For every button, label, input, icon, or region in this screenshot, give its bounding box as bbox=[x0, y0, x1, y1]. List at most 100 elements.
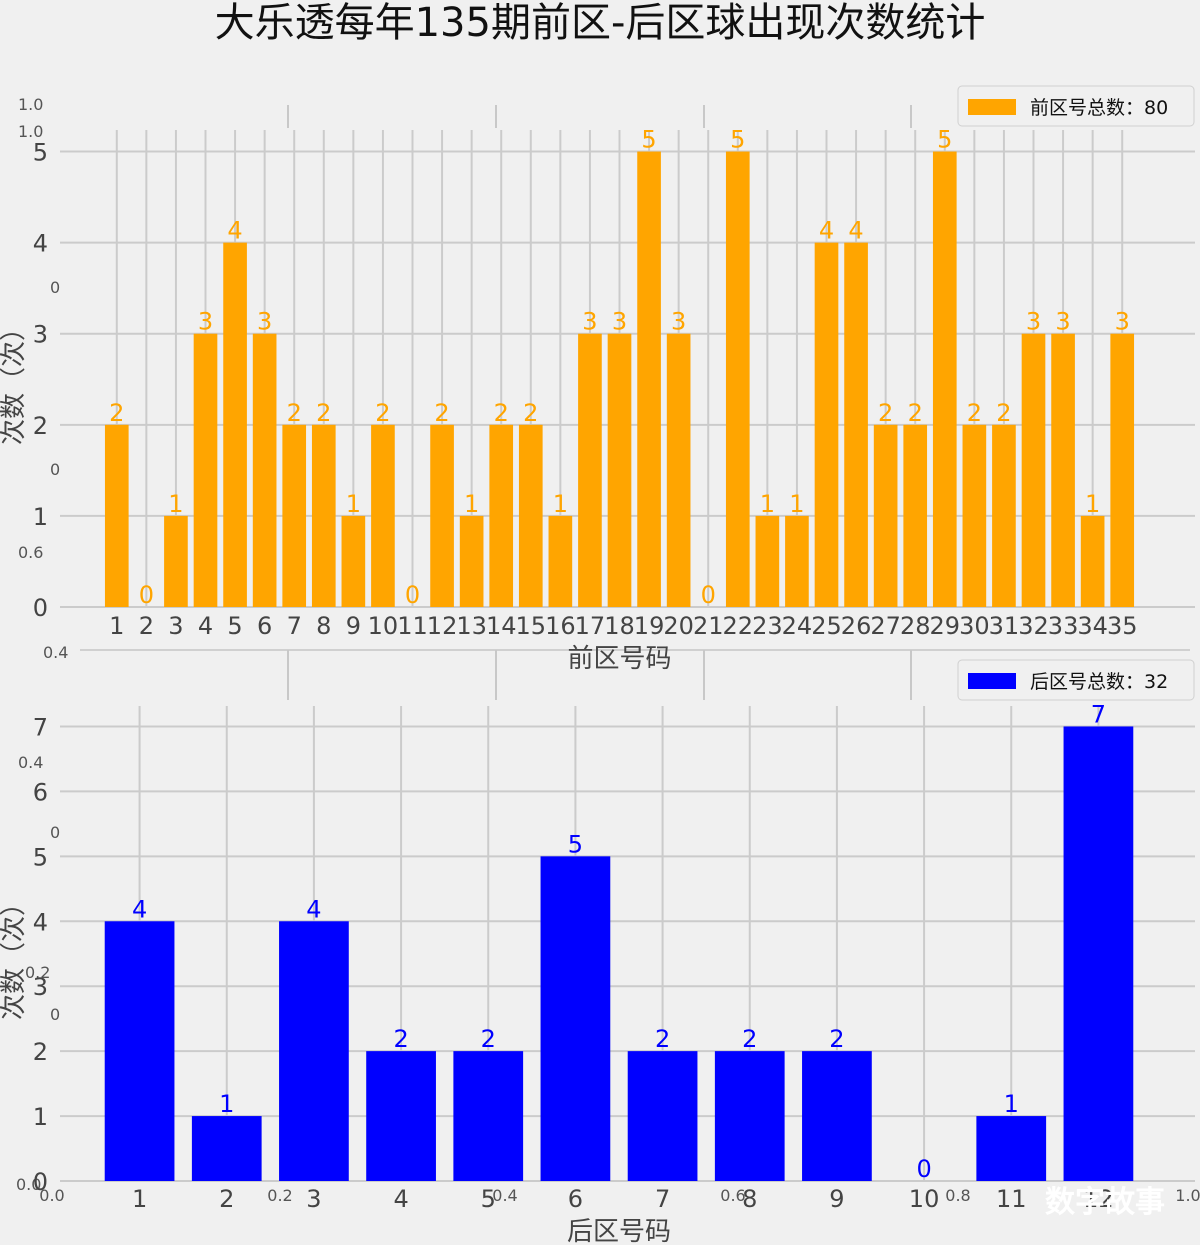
bar-value-label: 2 bbox=[393, 1025, 408, 1053]
bar-value-label: 2 bbox=[316, 399, 331, 427]
bar-1 bbox=[104, 921, 175, 1181]
bg-y-tick-label: 0.4 bbox=[43, 643, 68, 662]
back-zone-chart: 01234567411243242556272829010111712后区号码次… bbox=[0, 659, 1195, 1245]
bar-25 bbox=[814, 242, 839, 608]
legend-label: 后区号总数：32 bbox=[1030, 671, 1168, 693]
bar-value-label: 2 bbox=[375, 399, 390, 427]
bg-x-tick-label: 1.0 bbox=[1175, 1186, 1200, 1205]
bar-value-label: 1 bbox=[168, 490, 183, 518]
bar-30 bbox=[962, 424, 987, 607]
bg-y-tick-label: 0 bbox=[50, 1005, 60, 1024]
bar-10 bbox=[371, 424, 395, 607]
x-tick-label: 8 bbox=[742, 1185, 757, 1213]
bar-9 bbox=[802, 1051, 872, 1181]
bar-28 bbox=[903, 424, 928, 607]
bg-y-tick-label: 0 bbox=[50, 823, 60, 842]
legend-label: 前区号总数：80 bbox=[1030, 97, 1168, 119]
bar-4 bbox=[193, 333, 218, 607]
x-tick-label: 7 bbox=[655, 1185, 670, 1213]
bar-value-label: 4 bbox=[306, 895, 321, 923]
bar-value-label: 4 bbox=[132, 895, 147, 923]
x-tick-label: 4 bbox=[198, 612, 213, 640]
bg-y-tick-label: 0.2 bbox=[25, 963, 50, 982]
bar-value-label: 3 bbox=[612, 308, 627, 336]
bar-value-label: 2 bbox=[434, 399, 449, 427]
x-tick-label: 16 bbox=[545, 612, 576, 640]
x-tick-label: 13 bbox=[456, 612, 487, 640]
bar-value-label: 1 bbox=[553, 490, 568, 518]
x-tick-label: 19 bbox=[634, 612, 665, 640]
x-tick-label: 9 bbox=[346, 612, 361, 640]
bar-value-label: 1 bbox=[464, 490, 479, 518]
bar-22 bbox=[725, 151, 750, 607]
x-tick-label: 26 bbox=[841, 612, 872, 640]
x-tick-label: 9 bbox=[829, 1185, 844, 1213]
bar-value-label: 0 bbox=[701, 581, 716, 609]
bar-6 bbox=[252, 333, 277, 607]
x-tick-label: 17 bbox=[575, 612, 606, 640]
bar-value-label: 1 bbox=[760, 490, 775, 518]
bar-value-label: 3 bbox=[257, 308, 272, 336]
x-tick-label: 33 bbox=[1048, 612, 1079, 640]
x-tick-label: 2 bbox=[139, 612, 154, 640]
chart-legend: 后区号总数：32 bbox=[957, 659, 1195, 701]
bar-value-label: 2 bbox=[481, 1025, 496, 1053]
bar-value-label: 2 bbox=[967, 399, 982, 427]
bar-11 bbox=[976, 1116, 1047, 1181]
bar-value-label: 4 bbox=[227, 217, 242, 245]
x-tick-label: 22 bbox=[723, 612, 754, 640]
bar-31 bbox=[992, 424, 1016, 607]
y-tick-label: 3 bbox=[33, 973, 48, 1001]
y-tick-label: 5 bbox=[33, 843, 48, 871]
bar-12 bbox=[430, 424, 454, 607]
bar-33 bbox=[1051, 333, 1075, 607]
y-tick-label: 7 bbox=[33, 713, 48, 741]
bar-32 bbox=[1021, 333, 1046, 607]
chart-title: 大乐透每年135期前区-后区球出现次数统计 bbox=[215, 0, 986, 46]
x-tick-label: 2 bbox=[219, 1185, 234, 1213]
bar-value-label: 5 bbox=[641, 126, 656, 154]
bar-3 bbox=[279, 921, 349, 1181]
y-tick-label: 4 bbox=[33, 230, 48, 258]
bar-value-label: 2 bbox=[523, 399, 538, 427]
x-axis-label: 后区号码 bbox=[567, 1217, 671, 1245]
bar-value-label: 7 bbox=[1091, 700, 1106, 728]
bar-7 bbox=[627, 1051, 698, 1181]
x-tick-label: 25 bbox=[811, 612, 842, 640]
bar-value-label: 0 bbox=[405, 581, 420, 609]
bar-value-label: 1 bbox=[1004, 1090, 1019, 1118]
bg-y-tick-label: 0.4 bbox=[18, 753, 43, 772]
bar-value-label: 5 bbox=[937, 126, 952, 154]
y-tick-label: 4 bbox=[33, 908, 48, 936]
bg-x-tick-label: 0.0 bbox=[39, 1186, 64, 1205]
y-tick-label: 6 bbox=[33, 778, 48, 806]
bar-value-label: 4 bbox=[819, 217, 834, 245]
bar-value-label: 4 bbox=[848, 217, 863, 245]
x-tick-label: 15 bbox=[516, 612, 547, 640]
bg-y-tick-label: 0 bbox=[50, 278, 60, 297]
bg-x-tick-label: 0.2 bbox=[267, 1186, 292, 1205]
legend-swatch bbox=[968, 673, 1016, 689]
bg-y-tick-label: 0.6 bbox=[18, 543, 43, 562]
x-tick-label: 23 bbox=[752, 612, 783, 640]
bar-20 bbox=[666, 333, 691, 607]
x-tick-label: 4 bbox=[393, 1185, 408, 1213]
x-tick-label: 5 bbox=[481, 1185, 496, 1213]
bar-12 bbox=[1063, 726, 1134, 1181]
x-tick-label: 1 bbox=[109, 612, 124, 640]
x-tick-label: 7 bbox=[287, 612, 302, 640]
legend-frame bbox=[957, 85, 1195, 127]
x-tick-label: 34 bbox=[1077, 612, 1108, 640]
bar-value-label: 2 bbox=[829, 1025, 844, 1053]
chart-legend: 前区号总数：80 bbox=[957, 85, 1195, 127]
legend-swatch bbox=[968, 99, 1016, 115]
y-tick-label: 1 bbox=[33, 1103, 48, 1131]
x-tick-label: 6 bbox=[568, 1185, 583, 1213]
x-tick-label: 21 bbox=[693, 612, 724, 640]
bar-18 bbox=[607, 333, 632, 607]
x-tick-label: 3 bbox=[168, 612, 183, 640]
bar-5 bbox=[223, 242, 247, 608]
bar-value-label: 3 bbox=[582, 308, 597, 336]
x-tick-label: 24 bbox=[782, 612, 813, 640]
